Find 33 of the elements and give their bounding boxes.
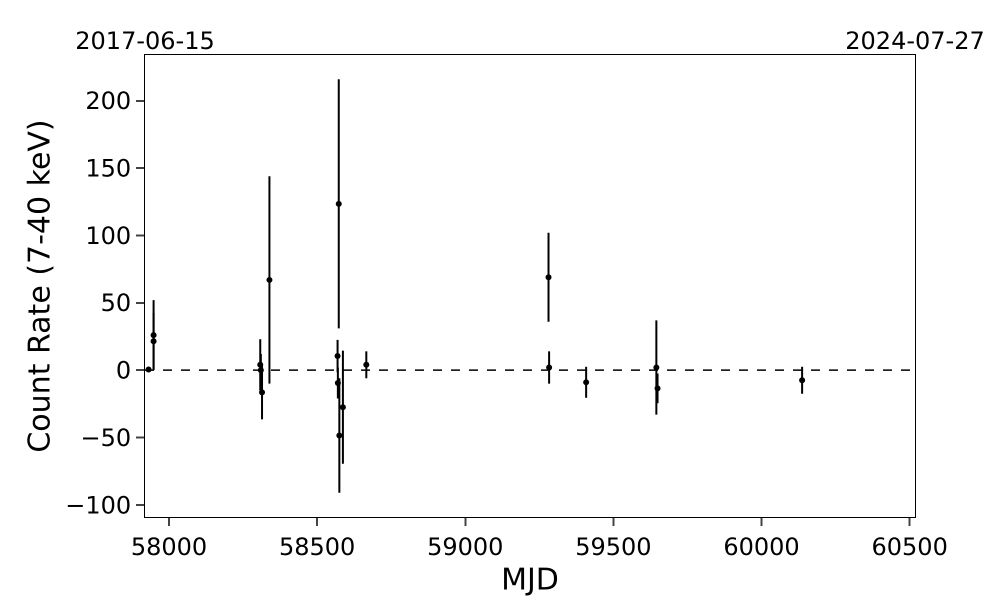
point bbox=[363, 362, 370, 368]
x2-tick-label: 2024-07-27 bbox=[845, 27, 985, 56]
x-tick-label: 60500 bbox=[871, 532, 948, 561]
point bbox=[150, 338, 157, 344]
point bbox=[546, 364, 552, 370]
point bbox=[266, 276, 272, 283]
point bbox=[259, 389, 266, 396]
point bbox=[257, 362, 264, 368]
y-tick-label: 50 bbox=[100, 289, 132, 318]
point bbox=[150, 332, 157, 338]
y-tick-label: 100 bbox=[85, 222, 132, 250]
y-axis-title: Count Rate (7-40 keV) bbox=[22, 119, 58, 453]
point bbox=[336, 200, 342, 207]
x-axis-title: MJD bbox=[501, 562, 559, 598]
point bbox=[654, 385, 661, 392]
x-tick-label: 59500 bbox=[575, 532, 652, 561]
point bbox=[583, 379, 590, 386]
y-tick-label: −100 bbox=[65, 491, 132, 520]
point bbox=[334, 353, 341, 360]
x-tick-label: 58000 bbox=[130, 532, 208, 561]
x2-tick-label: 2017-06-15 bbox=[75, 27, 215, 56]
y-tick-label: 0 bbox=[116, 356, 132, 385]
y-tick-label: 150 bbox=[85, 154, 132, 183]
point bbox=[334, 380, 341, 386]
x-tick-label: 60000 bbox=[723, 532, 800, 561]
point bbox=[799, 377, 806, 384]
x-tick-label: 59000 bbox=[427, 532, 504, 561]
point bbox=[546, 274, 552, 280]
point bbox=[336, 432, 342, 439]
x-tick-label: 58500 bbox=[278, 532, 356, 561]
point bbox=[340, 404, 346, 410]
y-tick-label: −50 bbox=[80, 424, 132, 452]
y-tick-label: 200 bbox=[85, 87, 132, 116]
